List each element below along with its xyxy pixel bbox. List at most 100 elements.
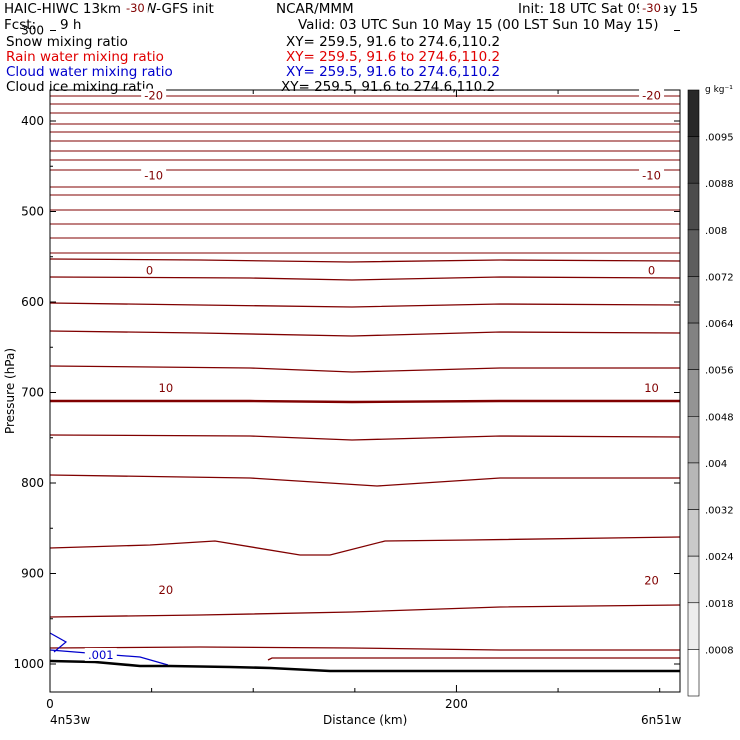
field-cloudwater-name: Cloud water mixing ratio xyxy=(6,64,173,80)
terrain-line-path xyxy=(49,659,680,673)
contour-label: 10 xyxy=(644,381,659,395)
contour-label-bg xyxy=(642,380,661,394)
colorbar-label: .0095 xyxy=(705,133,734,144)
contour-label-bg xyxy=(156,582,175,596)
field-snow-xy: XY= 259.5, 91.6 to 274.6,110.2 xyxy=(286,34,501,50)
isotherm-wavy-3 xyxy=(49,330,681,337)
y-tick-label: 500 xyxy=(21,205,44,219)
y-tick-label: 600 xyxy=(21,295,44,309)
isotherm-wavy-10 xyxy=(49,646,680,651)
colorbar-label: .008 xyxy=(705,226,727,237)
isotherm-wavy-1 xyxy=(49,276,681,281)
contour-label-bg xyxy=(646,263,658,277)
colorbar-segment xyxy=(687,509,700,557)
colorbar-segment xyxy=(687,602,700,650)
contour-label: 10 xyxy=(159,381,174,395)
isotherm-wavy-9 xyxy=(49,604,681,618)
isotherm-wavy-8 xyxy=(49,536,681,556)
contour-label-bg xyxy=(141,88,167,102)
colorbar-unit: g kg⁻¹ xyxy=(705,85,733,95)
colorbar-label: .0072 xyxy=(705,272,734,283)
contour-label-bg xyxy=(141,168,167,182)
colorbar-segment xyxy=(687,649,700,697)
colorbar-segment xyxy=(687,369,700,417)
y-tick-label: 900 xyxy=(21,567,44,581)
contour-label: 20 xyxy=(644,574,659,588)
plot-frame xyxy=(49,89,681,693)
field-rain-xy: XY= 259.5, 91.6 to 274.6,110.2 xyxy=(286,49,501,65)
contour-label: -30 xyxy=(126,1,145,15)
colorbar-segment xyxy=(687,462,700,510)
colorbar-label: .0056 xyxy=(705,366,734,377)
y-tick-label: 1000 xyxy=(13,657,44,671)
colorbar-label: .004 xyxy=(705,459,727,470)
colorbar-segment xyxy=(687,416,700,464)
x-axis-label: Distance (km) xyxy=(323,713,408,727)
colorbar-label: .0008 xyxy=(705,645,734,656)
field-snow-name: Snow mixing ratio xyxy=(6,34,128,50)
contour-label-bg xyxy=(642,573,661,587)
colorbar-segment xyxy=(687,182,700,231)
field-cloudwater-xy: XY= 259.5, 91.6 to 274.6,110.2 xyxy=(286,64,501,80)
forecast-hour: 9 h xyxy=(60,17,82,33)
isotherm-near-ground xyxy=(267,657,680,661)
y-tick-label: 800 xyxy=(21,476,44,490)
y-tick-label: 400 xyxy=(21,114,44,128)
contour-label-bg xyxy=(156,380,175,394)
field-cloudice-name: Cloud ice mixing ratio xyxy=(6,79,154,95)
center-label: NCAR/MMM xyxy=(276,1,354,17)
contour-label: 20 xyxy=(159,583,174,597)
contour-label: -30 xyxy=(642,1,661,15)
y-tick-label: 300 xyxy=(21,24,44,38)
contour-label-bg xyxy=(639,168,665,182)
contour-label: -20 xyxy=(144,89,163,103)
left-location: 4n53w xyxy=(50,713,91,727)
colorbar-label: .0088 xyxy=(705,179,734,190)
colorbar-label: .0018 xyxy=(705,599,734,610)
colorbar-segment xyxy=(687,136,700,184)
colorbar-label: .0032 xyxy=(705,506,734,517)
colorbar-label: .0048 xyxy=(705,412,734,423)
contour-label-bg xyxy=(639,88,665,102)
contour-label: -20 xyxy=(642,89,661,103)
isotherm-wavy-6 xyxy=(49,434,681,441)
colorbar-label: .0024 xyxy=(705,552,734,563)
colorbar-segment xyxy=(687,89,700,137)
terrain-line xyxy=(49,659,680,673)
cloud-water-contour xyxy=(49,632,169,666)
contour-label: 0 xyxy=(648,263,655,277)
y-tick-label: 700 xyxy=(21,386,44,400)
colorbar: .0095 .0088 .008 .0072 .0064 .0056 .0048 .004 .0… xyxy=(687,89,734,697)
x-tick-label: 0 xyxy=(46,697,54,711)
colorbar-label: .0064 xyxy=(705,319,734,330)
y-axis: 1002003004005006007008009001000 xyxy=(13,24,680,671)
colorbar-segment xyxy=(687,229,700,277)
isotherm-wavy-2 xyxy=(49,302,681,308)
contour-label-bg xyxy=(639,0,665,14)
x-axis: 0 200 xyxy=(46,90,661,711)
colorbar-segment xyxy=(687,322,700,370)
forecast-label: Fcst: xyxy=(4,17,37,33)
isotherm-wavy-7 xyxy=(49,474,680,487)
valid-time: Valid: 03 UTC Sun 10 May 15 (00 LST Sun … xyxy=(298,17,659,33)
right-location: 6n51w xyxy=(641,713,682,727)
contour-labels: LL-80-80-80-80.57-80.57-40-40-30-30-20-2… xyxy=(84,0,665,662)
isotherm-wavy-0 xyxy=(49,258,681,263)
isotherm-wavy-5 xyxy=(50,399,680,404)
contour-label: -10 xyxy=(642,168,661,182)
field-rain-name: Rain water mixing ratio xyxy=(6,49,164,65)
field-cloudice-xy: XY= 259.5, 91.6 to 274.6,110.2 xyxy=(281,79,496,95)
x-tick-label: 200 xyxy=(445,697,468,711)
colorbar-segment xyxy=(687,276,700,324)
colorbar-segment xyxy=(687,555,700,604)
y-axis-label: Pressure (hPa) xyxy=(3,348,17,434)
cloud-water-contours xyxy=(49,632,169,666)
contour-label-bg xyxy=(122,0,148,14)
contour-label: -10 xyxy=(144,168,163,182)
temperature-contours xyxy=(49,95,681,661)
cloud-water-label: .001 xyxy=(88,648,114,662)
contour-label: 0 xyxy=(146,263,153,277)
contour-label-bg xyxy=(84,647,117,661)
isotherm-wavy-4 xyxy=(49,365,680,373)
